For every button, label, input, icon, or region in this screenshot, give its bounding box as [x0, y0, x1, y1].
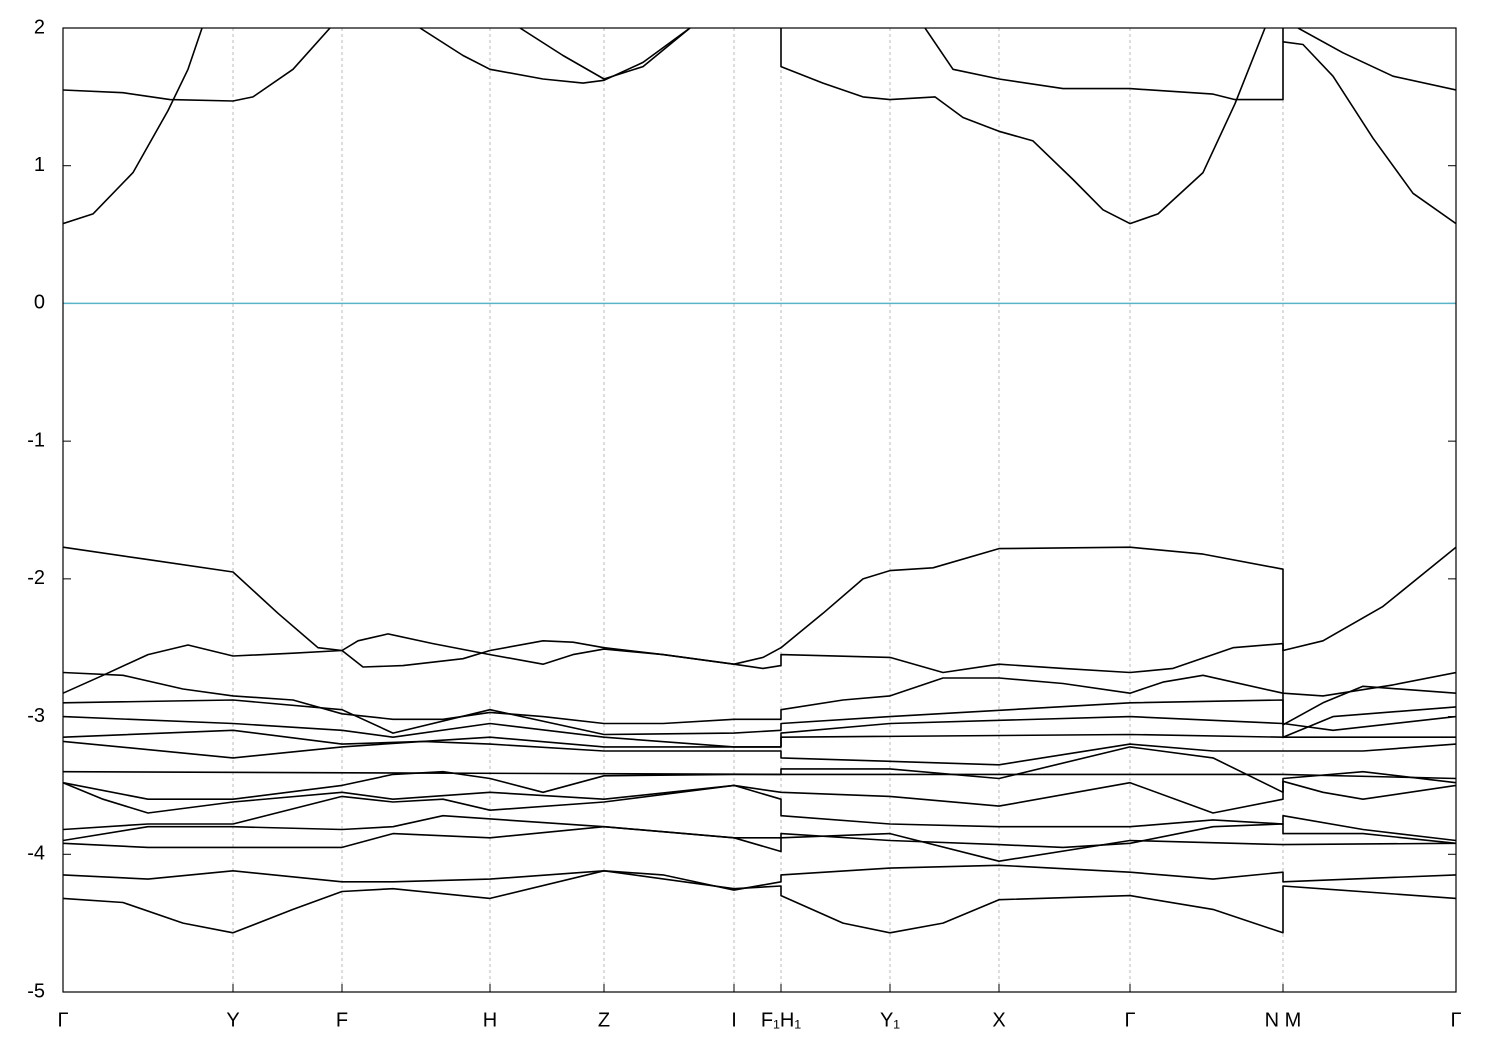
y-tick-label: -3 — [27, 705, 45, 727]
x-tick-label: Γ — [57, 1009, 68, 1031]
band-line — [63, 699, 1456, 738]
band-line — [419, 28, 691, 84]
y-tick-label: -2 — [27, 567, 45, 589]
band-line — [63, 825, 1456, 862]
x-tick-label: Γ — [1450, 1009, 1461, 1031]
band-line — [63, 28, 331, 102]
band-line — [63, 814, 1456, 853]
band-line — [519, 28, 691, 80]
y-tick-label: -5 — [27, 980, 45, 1002]
x-tick-label: F — [336, 1009, 348, 1031]
band-line — [63, 780, 1456, 814]
band-line — [924, 28, 1284, 101]
x-tick-label: Γ — [1124, 1009, 1135, 1031]
band-line — [780, 28, 1266, 225]
y-tick-label: -1 — [27, 429, 45, 451]
band-line — [63, 740, 1456, 766]
plot-area — [63, 28, 1456, 934]
plot-frame — [62, 27, 1457, 993]
x-tick-label: N M — [1265, 1009, 1302, 1031]
y-tick-label: 0 — [34, 292, 45, 314]
y-tick-label: 1 — [34, 154, 45, 176]
x-tick-label: X — [992, 1009, 1005, 1031]
band-line — [63, 729, 1456, 748]
x-tick-label: Y₁ — [880, 1009, 900, 1031]
x-tick-label: F₁H₁ — [761, 1009, 801, 1031]
x-tick-label: H — [483, 1009, 497, 1031]
band-line — [1297, 28, 1456, 91]
band-line — [63, 870, 1456, 934]
y-tick-label: -4 — [27, 843, 45, 865]
band-line — [63, 28, 203, 225]
x-tick-label: Z — [598, 1009, 610, 1031]
x-tick-label: I — [731, 1009, 737, 1031]
band-line — [63, 746, 1456, 800]
band-line — [1282, 41, 1456, 225]
band-line — [63, 864, 1456, 891]
x-tick-label: Y — [226, 1009, 239, 1031]
band-line — [63, 640, 1456, 697]
y-tick-label: 2 — [34, 16, 45, 38]
